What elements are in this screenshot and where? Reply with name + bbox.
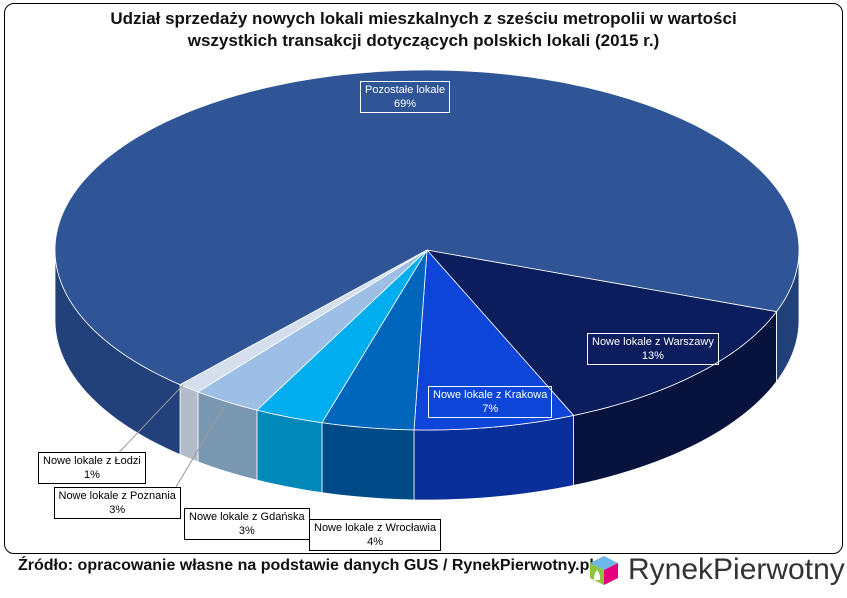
data-label-name: Nowe lokale z Krakowa: [433, 389, 548, 401]
data-label-name: Nowe lokale z Poznania: [58, 490, 176, 502]
title-line-1: Udział sprzedaży nowych lokali mieszkaln…: [110, 9, 737, 28]
data-label-value: 13%: [641, 350, 664, 362]
title-line-2: wszystkich transakcji dotyczących polski…: [187, 31, 660, 50]
data-label: Nowe lokale z Gdańska 3%: [184, 508, 310, 540]
chart-frame: [4, 3, 843, 554]
data-label: Nowe lokale z Łodzi 1%: [38, 452, 146, 484]
slice-2: [321, 249, 428, 431]
slice-0: [425, 249, 778, 416]
data-label-name: Nowe lokale z Warszawy: [592, 336, 714, 348]
data-label: Nowe lokale z Warszawy 13%: [587, 333, 719, 365]
data-label-value: 3%: [238, 525, 255, 537]
data-label-name: Nowe lokale z Gdańska: [189, 511, 305, 523]
data-label-name: Nowe lokale z Łodzi: [43, 455, 141, 467]
data-label-name: Pozostałe lokale: [365, 84, 446, 96]
data-label-value: 1%: [83, 469, 100, 481]
house-cube-icon: [590, 556, 618, 585]
logo-text-b: Pierwotny: [713, 553, 845, 586]
source-note: Źródło: opracowanie własne na podstawie …: [18, 557, 594, 574]
slice-3: [256, 249, 428, 424]
leader-line: [109, 384, 184, 463]
data-label-value: 3%: [109, 504, 126, 516]
data-label-value: 4%: [367, 536, 383, 548]
data-label-name: Nowe lokale z Wrocławia: [314, 522, 437, 534]
logo: RynekPierwotny: [586, 553, 845, 587]
slice-side-5: [179, 383, 199, 463]
data-label: Nowe lokale z Poznania 3%: [53, 487, 181, 519]
slice-1: [413, 249, 575, 431]
slice-4: [197, 249, 428, 411]
data-label: Nowe lokale z Krakowa 7%: [428, 386, 553, 418]
slice-side-3: [256, 409, 323, 494]
leader-line: [169, 404, 226, 498]
data-label-value: 69%: [394, 98, 417, 110]
slice-side-2: [321, 422, 415, 501]
slice-6: [54, 69, 800, 386]
logo-text-a: Rynek: [628, 553, 714, 586]
data-label: Nowe lokale z Wrocławia 4%: [309, 519, 442, 551]
data-label-value: 7%: [482, 403, 499, 415]
data-label: Pozostałe lokale 69%: [360, 81, 451, 113]
chart-title: Udział sprzedaży nowych lokali mieszkaln…: [0, 8, 847, 52]
